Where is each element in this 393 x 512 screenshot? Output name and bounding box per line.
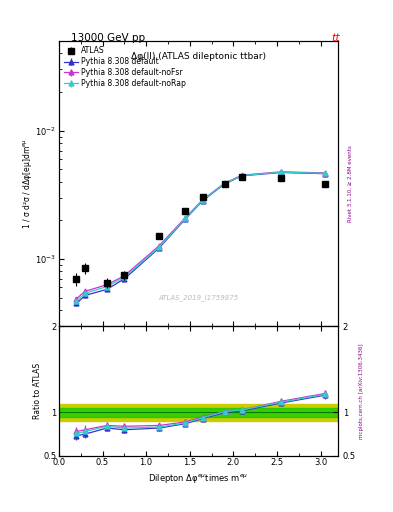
Legend: ATLAS, Pythia 8.308 default, Pythia 8.308 default-noFsr, Pythia 8.308 default-no: ATLAS, Pythia 8.308 default, Pythia 8.30… — [63, 45, 187, 90]
Text: Δφ(ll) (ATLAS dileptonic ttbar): Δφ(ll) (ATLAS dileptonic ttbar) — [131, 52, 266, 61]
Y-axis label: Rivet 3.1.10, ≥ 2.8M events: Rivet 3.1.10, ≥ 2.8M events — [348, 145, 353, 222]
Text: ATLAS_2019_I1759875: ATLAS_2019_I1759875 — [158, 294, 239, 301]
Y-axis label: Ratio to ATLAS: Ratio to ATLAS — [33, 363, 42, 419]
Bar — [59, 408, 338, 417]
Y-axis label: mcplots.cern.ch [arXiv:1306.3436]: mcplots.cern.ch [arXiv:1306.3436] — [359, 343, 364, 439]
Y-axis label: 1 / σ d²σ / dΔφ[eμ]dm$^{e\mu}$: 1 / σ d²σ / dΔφ[eμ]dm$^{e\mu}$ — [21, 138, 34, 229]
Bar — [59, 404, 338, 421]
Text: 13000 GeV pp: 13000 GeV pp — [71, 33, 145, 44]
X-axis label: Dilepton Δφ$^{e\mu}$times m$^{e\mu}$: Dilepton Δφ$^{e\mu}$times m$^{e\mu}$ — [149, 472, 248, 485]
Text: tt: tt — [331, 33, 340, 44]
